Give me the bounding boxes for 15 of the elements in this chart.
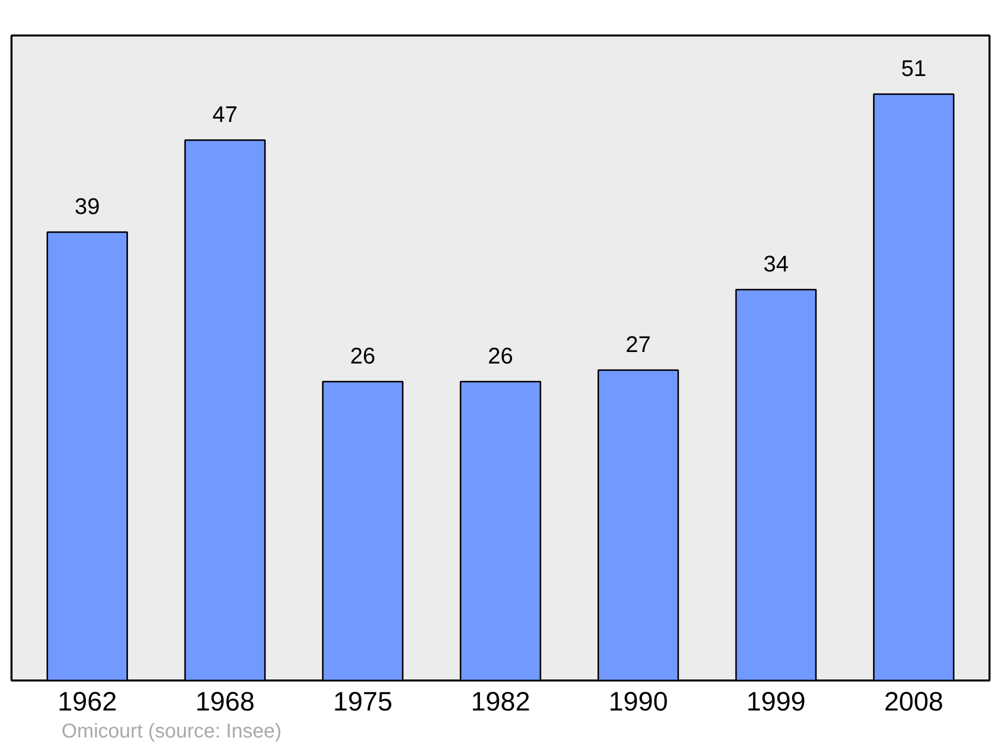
text: Omicourt (source: Insee) (62, 720, 282, 742)
data-label: 34 (763, 250, 789, 277)
x-tick-label: 1982 (470, 686, 530, 716)
x-tick-label: 1968 (195, 686, 255, 716)
data-label: 51 (901, 55, 926, 82)
x-tick-label: 1999 (746, 686, 806, 716)
x-tick-label: 1975 (333, 686, 392, 716)
data-label: 47 (212, 101, 238, 128)
data-label: 27 (626, 331, 651, 358)
x-tick-label: 1990 (608, 686, 668, 716)
data-label: 26 (350, 342, 376, 369)
x-tick-label: 1962 (58, 686, 117, 716)
data-label: 39 (74, 193, 100, 220)
x-tick-label: 2008 (884, 686, 944, 716)
data-label: 26 (488, 342, 514, 369)
